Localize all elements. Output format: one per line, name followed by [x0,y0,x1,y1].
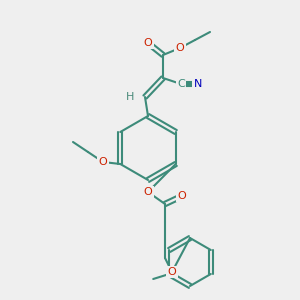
Text: O: O [178,191,186,201]
Text: O: O [176,43,184,53]
Text: H: H [126,92,134,102]
Text: O: O [144,187,152,197]
Text: N: N [194,79,202,89]
Text: O: O [168,267,176,277]
Text: O: O [144,38,152,48]
Text: C: C [177,79,185,89]
Text: O: O [99,157,107,167]
